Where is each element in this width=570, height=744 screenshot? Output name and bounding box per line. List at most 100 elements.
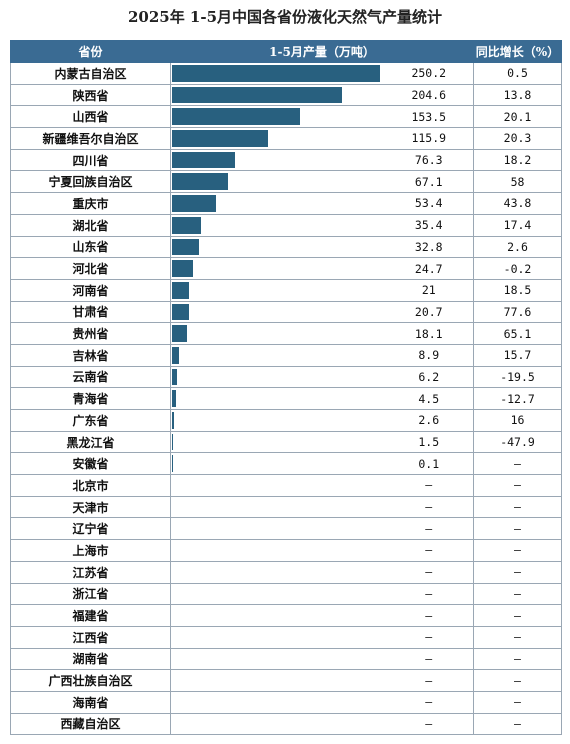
production-bar xyxy=(172,130,268,147)
growth-value: – xyxy=(473,582,562,606)
bar-cell xyxy=(170,127,385,150)
bar-cell xyxy=(170,257,385,280)
bar-cell xyxy=(170,452,385,476)
production-value: – xyxy=(384,582,474,606)
production-header: 1-5月产量（万吨） xyxy=(170,40,474,63)
province-cell: 安徽省 xyxy=(10,452,171,476)
production-value: 18.1 xyxy=(384,322,474,345)
growth-value: 15.7 xyxy=(473,343,562,367)
table-row: 辽宁省 – – xyxy=(10,517,562,541)
province-cell: 河南省 xyxy=(10,278,171,302)
page-title: 2025年 1-5月中国各省份液化天然气产量统计 xyxy=(127,8,443,26)
table-row: 安徽省 0.1– xyxy=(10,452,562,476)
province-cell: 广西壮族自治区 xyxy=(10,669,171,692)
province-cell: 山西省 xyxy=(10,105,171,129)
growth-value: -0.2 xyxy=(473,257,562,280)
production-bar xyxy=(172,390,176,407)
bar-cell xyxy=(170,409,385,432)
growth-value: 18.2 xyxy=(473,148,562,172)
growth-value: 17.4 xyxy=(473,213,562,237)
table-row: 新疆维吾尔自治区 115.9 20.3 xyxy=(10,127,562,150)
production-bar xyxy=(172,281,189,299)
table-row: 广东省 2.6 16 xyxy=(10,409,562,432)
table-row: 青海省 4.5 -12.7 xyxy=(10,387,562,410)
growth-value: 2.6 xyxy=(473,235,562,259)
table-row: 重庆市 53.4 43.8 xyxy=(10,192,562,215)
production-bar xyxy=(172,325,187,342)
production-bar xyxy=(172,433,173,451)
bar-cell xyxy=(170,539,385,562)
bar-cell xyxy=(170,365,385,389)
province-cell: 北京市 xyxy=(10,474,171,497)
table-row: 甘肃省 20.7 77.6 xyxy=(10,300,562,324)
province-cell: 浙江省 xyxy=(10,582,171,606)
table-row: 浙江省 – – xyxy=(10,582,562,606)
bar-cell xyxy=(170,647,385,671)
province-cell: 四川省 xyxy=(10,148,171,172)
province-cell: 天津市 xyxy=(10,495,171,519)
growth-value: – xyxy=(473,712,562,736)
province-cell: 新疆维吾尔自治区 xyxy=(10,127,171,150)
growth-value: -19.5 xyxy=(473,365,562,389)
production-value: – xyxy=(384,712,474,736)
bar-cell xyxy=(170,690,385,714)
table-body: 内蒙古自治区 250.2 0.5 陕西省 204.6 13.8 山西省 153.5 20.1 新疆… xyxy=(10,62,562,736)
bar-cell xyxy=(170,582,385,606)
table-row: 广西壮族自治区 – – xyxy=(10,669,562,692)
growth-value: 43.8 xyxy=(473,192,562,215)
growth-value: – xyxy=(473,495,562,519)
production-value: – xyxy=(384,539,474,562)
bar-cell xyxy=(170,430,385,454)
province-cell: 江苏省 xyxy=(10,560,171,584)
production-value: – xyxy=(384,517,474,541)
production-value: 67.1 xyxy=(384,170,474,194)
table-row: 上海市 – – xyxy=(10,539,562,562)
growth-value: 18.5 xyxy=(473,278,562,302)
production-bar xyxy=(172,151,235,169)
production-value: – xyxy=(384,560,474,584)
province-cell: 辽宁省 xyxy=(10,517,171,541)
growth-value: – xyxy=(473,669,562,692)
bar-cell xyxy=(170,560,385,584)
production-value: – xyxy=(384,474,474,497)
production-value: – xyxy=(384,647,474,671)
province-cell: 广东省 xyxy=(10,409,171,432)
production-value: 32.8 xyxy=(384,235,474,259)
production-value: 204.6 xyxy=(384,83,474,107)
production-value: 53.4 xyxy=(384,192,474,215)
growth-value: -12.7 xyxy=(473,387,562,410)
bar-cell xyxy=(170,322,385,345)
growth-value: – xyxy=(473,690,562,714)
production-bar xyxy=(172,346,179,364)
table-row: 江苏省 – – xyxy=(10,560,562,584)
production-value: 115.9 xyxy=(384,127,474,150)
growth-value: – xyxy=(473,560,562,584)
table-header-row: 省份 1-5月产量（万吨） 同比增长（%） xyxy=(10,40,562,63)
bar-cell xyxy=(170,213,385,237)
province-cell: 上海市 xyxy=(10,539,171,562)
bar-cell xyxy=(170,517,385,541)
production-value: 6.2 xyxy=(384,365,474,389)
production-value: – xyxy=(384,495,474,519)
production-value: 153.5 xyxy=(384,105,474,129)
province-cell: 福建省 xyxy=(10,604,171,627)
province-cell: 贵州省 xyxy=(10,322,171,345)
table-row: 西藏自治区 – – xyxy=(10,712,562,736)
growth-value: – xyxy=(473,604,562,627)
production-value: 0.1 xyxy=(384,452,474,476)
table-row: 内蒙古自治区 250.2 0.5 xyxy=(10,62,562,85)
production-bar xyxy=(172,238,199,256)
production-value: – xyxy=(384,690,474,714)
production-value: – xyxy=(384,669,474,692)
table-row: 云南省 6.2 -19.5 xyxy=(10,365,562,389)
growth-value: 77.6 xyxy=(473,300,562,324)
table-row: 河北省 24.7 -0.2 xyxy=(10,257,562,280)
growth-value: – xyxy=(473,539,562,562)
province-cell: 宁夏回族自治区 xyxy=(10,170,171,194)
province-cell: 湖北省 xyxy=(10,213,171,237)
production-value: 8.9 xyxy=(384,343,474,367)
province-cell: 内蒙古自治区 xyxy=(10,62,171,85)
province-cell: 黑龙江省 xyxy=(10,430,171,454)
growth-value: 20.3 xyxy=(473,127,562,150)
production-value: 35.4 xyxy=(384,213,474,237)
